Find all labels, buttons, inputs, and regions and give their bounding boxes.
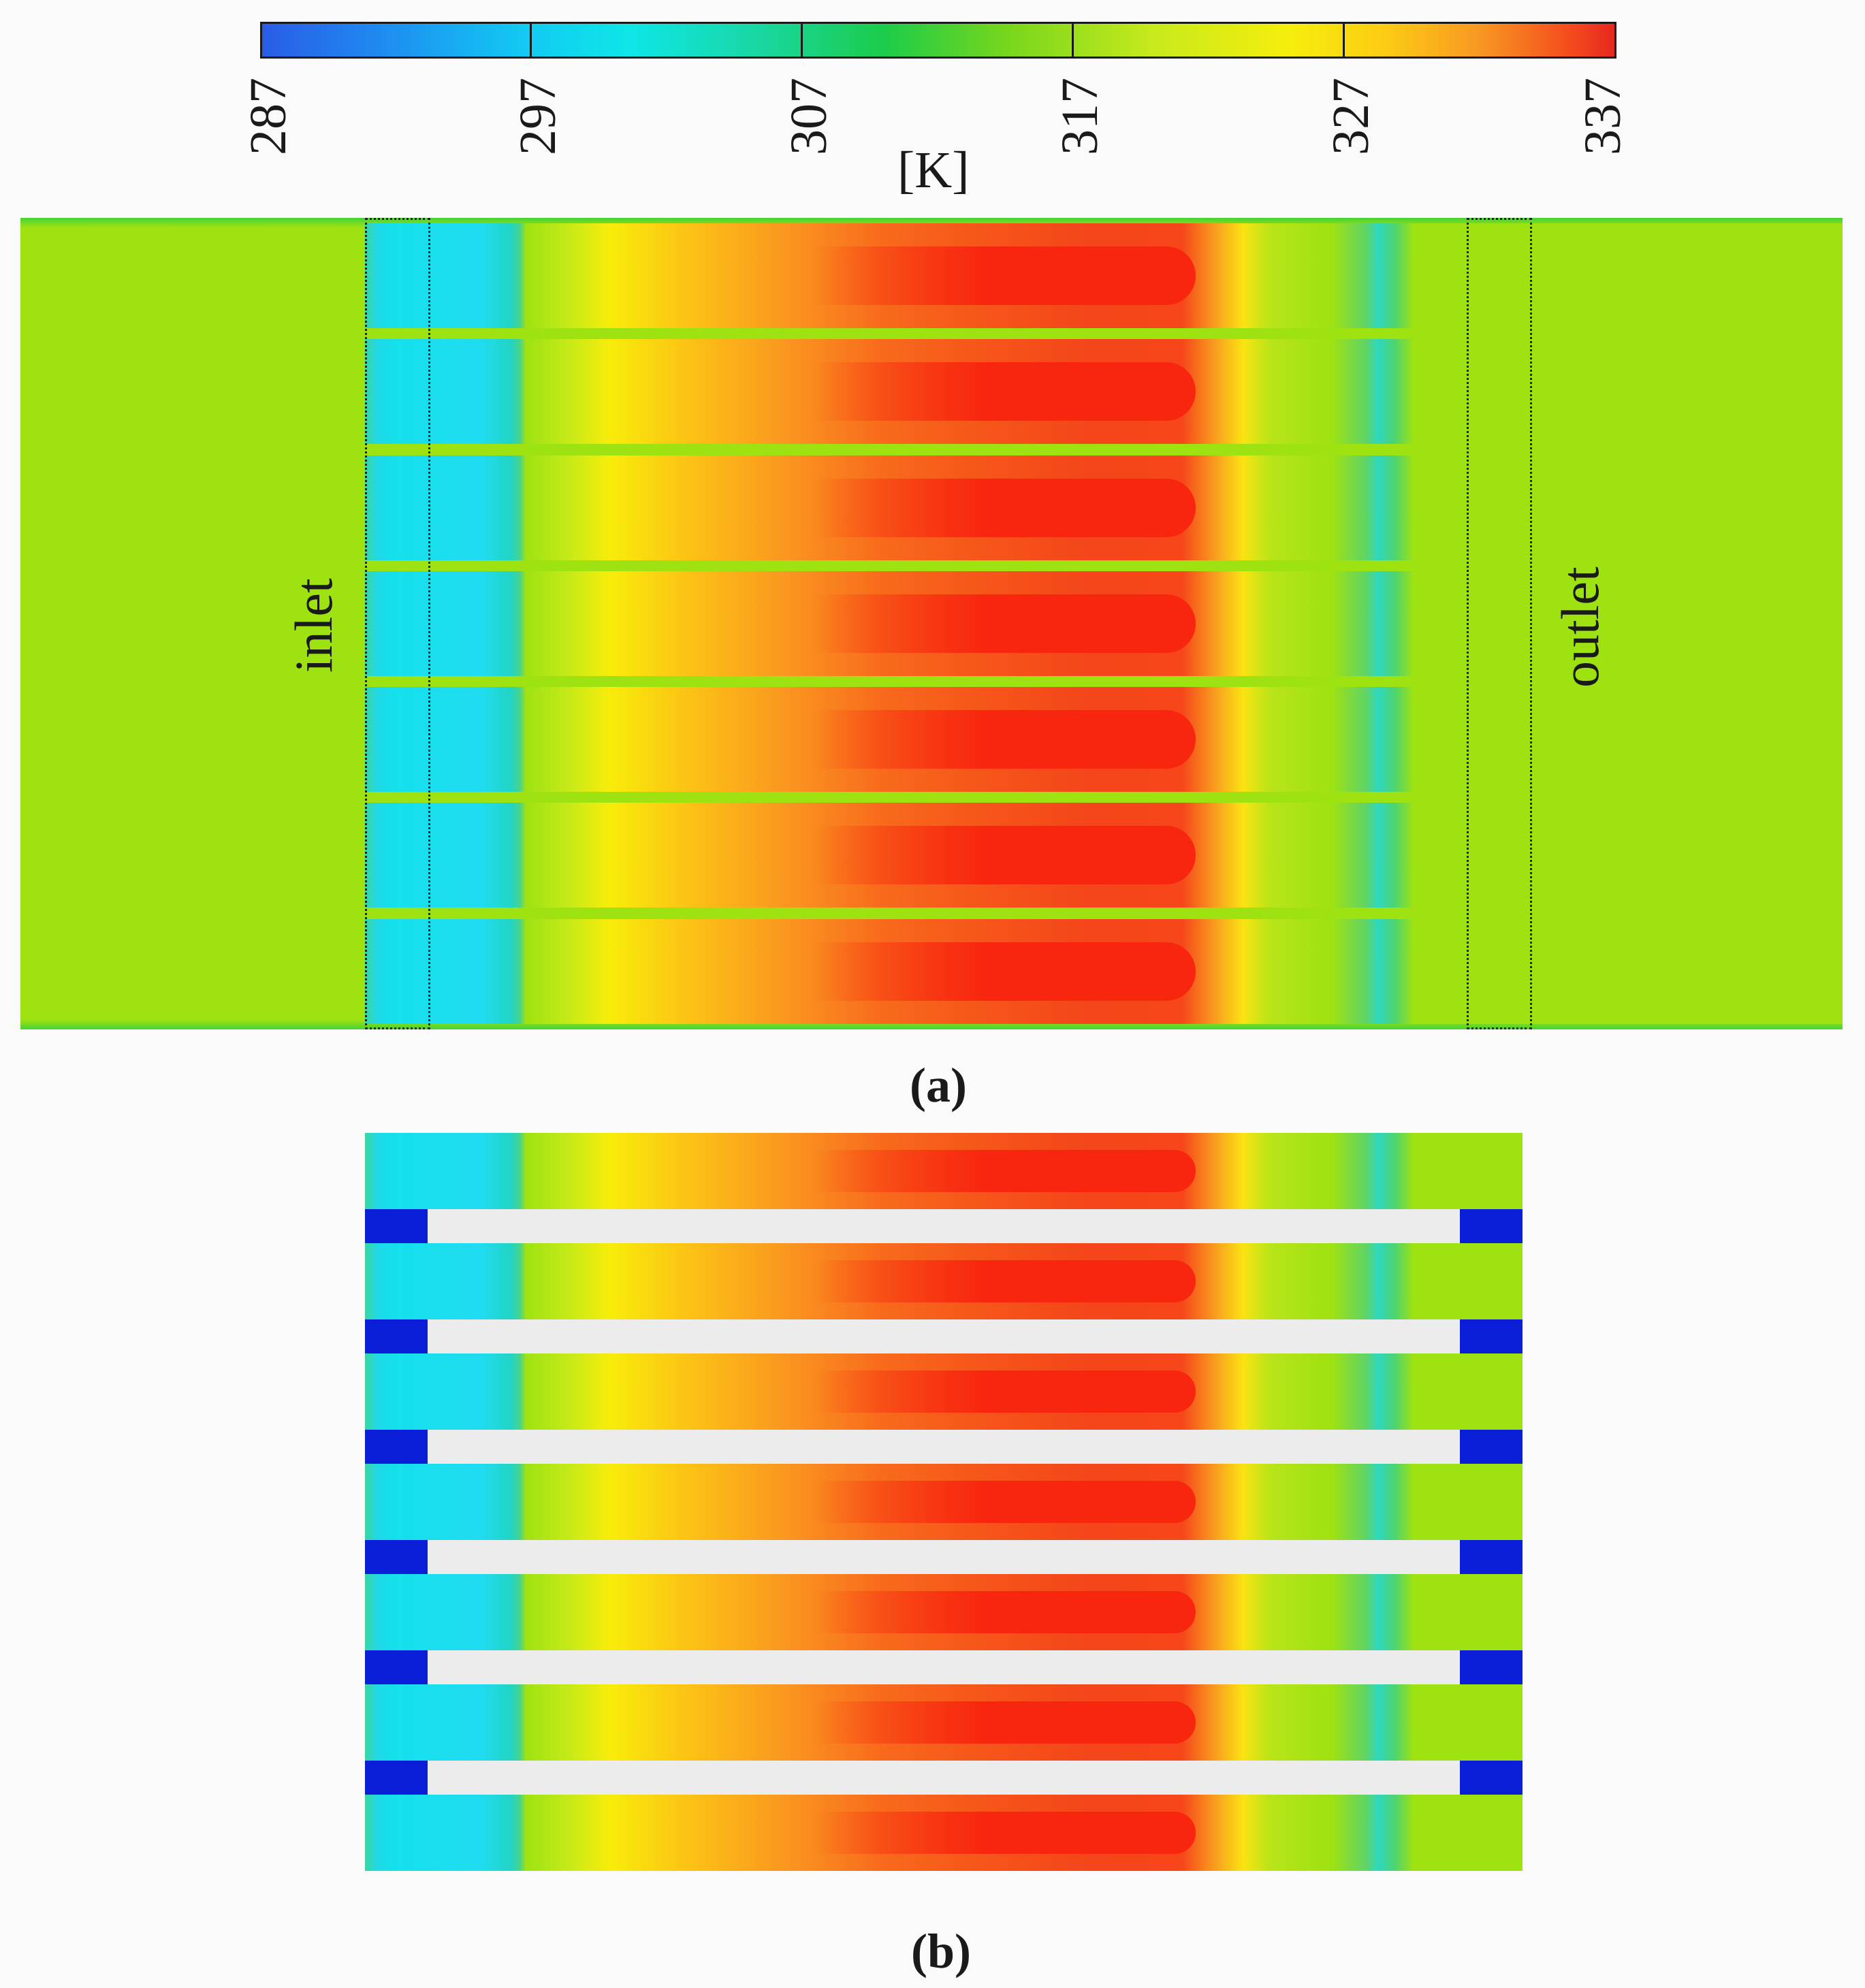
colorbar-divider [801,22,803,59]
colorbar-tick-317: 317 [1051,78,1109,155]
rib-outlet-end [1460,1430,1523,1464]
hot-core [814,1811,1196,1855]
temperature-contour-top-view [20,218,1843,1029]
channel-rib [365,1540,1523,1574]
channel-rib [365,1430,1523,1464]
rib-outlet-end [1460,1761,1523,1795]
rib-inlet-end [365,1540,428,1574]
outlet-region-box [1467,218,1532,1029]
colorbar-tick-287: 287 [240,78,297,155]
rib-inlet-end [365,1209,428,1243]
colorbar-divider [1343,22,1345,59]
hot-core [814,1149,1196,1193]
colorbar-divider [530,22,532,59]
inlet-label: inlet [284,578,343,673]
hot-core [814,709,1196,769]
channel-rib [365,1650,1523,1684]
channel-rib [365,1761,1523,1795]
rib-inlet-end [365,1761,428,1795]
hot-core [814,1260,1196,1303]
temperature-colorbar [260,22,1616,59]
hot-core [814,1370,1196,1413]
hot-core [814,1701,1196,1744]
hot-core [814,362,1196,421]
hot-core [814,1480,1196,1524]
channel-rib [365,1209,1523,1243]
hot-core [814,825,1196,885]
hot-core [814,246,1196,306]
colorbar-unit: [K] [897,142,970,199]
hot-core [814,594,1196,654]
rib-inlet-end [365,1430,428,1464]
temperature-contour-channel-section [365,1133,1523,1905]
colorbar-tick-337: 337 [1574,78,1631,155]
channel-rib [365,1319,1523,1353]
hot-core [814,942,1196,1001]
rib-inlet-end [365,1319,428,1353]
inlet-region-box [365,218,430,1029]
rib-inlet-end [365,1650,428,1684]
rib-outlet-end [1460,1540,1523,1574]
colorbar-tick-307: 307 [780,78,838,155]
colorbar-divider [1072,22,1074,59]
panel-a-caption: (a) [910,1058,967,1112]
rib-outlet-end [1460,1650,1523,1684]
outlet-label: outlet [1550,566,1610,688]
rib-outlet-end [1460,1319,1523,1353]
panel-b-caption: (b) [911,1924,971,1978]
rib-outlet-end [1460,1209,1523,1243]
hot-core [814,1590,1196,1634]
hot-core [814,478,1196,538]
colorbar-tick-297: 297 [509,78,567,155]
colorbar-tick-327: 327 [1322,78,1380,155]
